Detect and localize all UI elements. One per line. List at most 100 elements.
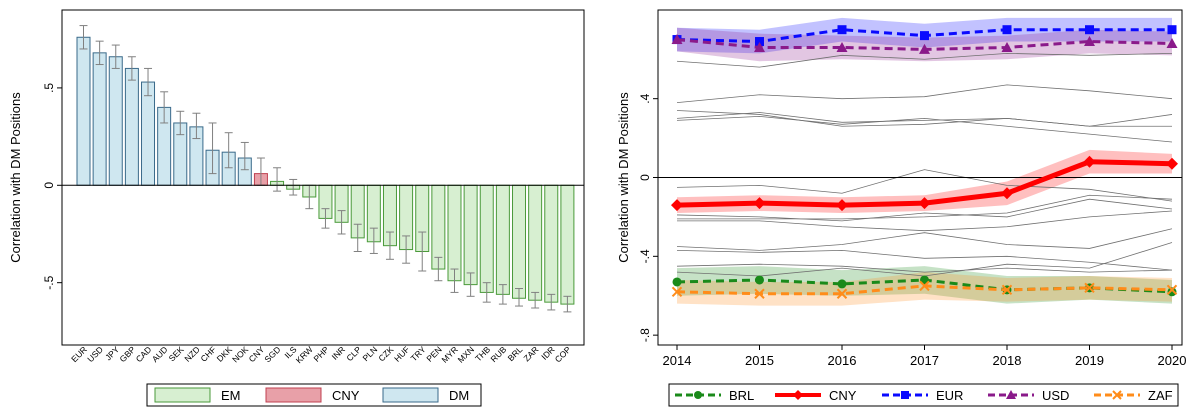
point-cny <box>1166 157 1178 170</box>
point-zaf <box>919 280 930 292</box>
point-zaf <box>1084 282 1095 294</box>
point-brl <box>1167 287 1177 297</box>
line-x-tick-label: 2015 <box>745 353 774 368</box>
bar-zar <box>528 184 543 301</box>
legend-label-dm: DM <box>449 388 469 403</box>
legend-item-usd: USD <box>988 388 1069 403</box>
bar-y-tick-label: .5 <box>42 83 56 93</box>
legend-item-zaf: ZAF <box>1094 388 1173 403</box>
bar-usd <box>92 52 107 186</box>
bar-eur <box>76 36 91 186</box>
point-eur <box>837 25 847 35</box>
legend-swatch-dm <box>382 387 439 403</box>
background-series-line <box>676 263 1173 273</box>
legend-marker-usd <box>1006 390 1016 399</box>
bar-thb <box>479 184 494 293</box>
background-series-line <box>676 52 1173 68</box>
bar-y-axis-label: Correlation with DM Positions <box>8 92 23 263</box>
point-usd <box>836 41 848 52</box>
legend-marker-zaf <box>1112 390 1122 400</box>
background-series-line <box>677 210 1173 232</box>
line-y-tick-label: -.8 <box>638 328 652 342</box>
bar-mxn <box>463 184 478 286</box>
bar-y-tick-label: 0 <box>42 182 56 189</box>
line-x-tick-label: 2019 <box>1075 353 1104 368</box>
legend-marker-cny <box>793 390 803 400</box>
point-eur <box>920 31 929 41</box>
background-series-line <box>676 228 1173 251</box>
point-usd <box>1166 38 1178 48</box>
legend-item-eur: EUR <box>882 388 963 403</box>
line-legend <box>668 383 1179 407</box>
point-zaf <box>1001 284 1013 296</box>
point-cny <box>1083 155 1096 168</box>
line-legend-items: BRL CNY EUR USD ZAF <box>675 388 1173 403</box>
point-usd <box>754 41 765 52</box>
line-y-tick-label: .4 <box>638 93 652 103</box>
background-series-line <box>676 116 1173 143</box>
point-brl <box>837 279 847 289</box>
line-y-tick-label: -.4 <box>638 249 652 263</box>
line-chart-panel: -.8 -.4 0 .4 2014 2015 2016 2017 2018 2019 2020 Co… <box>616 9 1186 407</box>
point-usd <box>1084 36 1095 47</box>
band-zaf <box>677 272 1172 306</box>
point-usd <box>671 34 683 45</box>
bar-y-axis: -.5 0 .5 <box>42 83 62 290</box>
series-zaf <box>671 280 1178 299</box>
point-eur <box>1002 25 1012 35</box>
background-series-line <box>676 112 1173 127</box>
background-series-line <box>677 194 1173 220</box>
point-brl <box>672 277 682 287</box>
legend-marker-brl <box>694 391 702 399</box>
legend-item-brl: BRL <box>675 388 754 403</box>
point-eur <box>755 37 764 47</box>
line-x-tick-label: 2017 <box>910 353 939 368</box>
bar-cad <box>141 81 156 186</box>
point-zaf <box>1166 284 1178 296</box>
series-cny <box>671 155 1178 212</box>
point-zaf <box>754 288 765 299</box>
line-x-tick-label: 2016 <box>828 353 857 368</box>
point-cny <box>1001 187 1013 200</box>
bar-jpy <box>108 56 123 186</box>
line-plot-content <box>658 17 1182 306</box>
line-y-axis-label: Correlation with DM Positions <box>616 92 631 263</box>
point-zaf <box>671 286 683 298</box>
point-cny <box>753 197 766 210</box>
legend-label-brl: BRL <box>729 388 754 403</box>
legend-item-cny: CNY <box>775 388 857 403</box>
point-usd <box>919 43 930 54</box>
point-zaf <box>836 288 848 299</box>
point-cny <box>671 199 683 212</box>
background-series-line <box>676 198 1173 222</box>
legend-marker-eur <box>901 391 909 399</box>
line-x-tick-label: 2014 <box>663 353 692 368</box>
bar-y-tick-label: -.5 <box>42 275 56 289</box>
bar-rub <box>495 184 510 295</box>
line-y-tick-label: 0 <box>638 174 652 181</box>
bar-cop <box>560 184 575 305</box>
bar-pen <box>431 184 446 270</box>
point-eur <box>1167 25 1177 35</box>
bar-idr <box>544 184 559 303</box>
bar-brl <box>512 184 527 299</box>
bar-myr <box>447 184 462 282</box>
series-usd <box>671 34 1178 54</box>
legend-label-em: EM <box>221 388 241 403</box>
point-cny <box>836 199 848 212</box>
bar-legend-items: EM CNY DM <box>154 387 469 403</box>
legend-label-cny: CNY <box>829 388 857 403</box>
legend-label-eur: EUR <box>936 388 963 403</box>
point-usd <box>1001 41 1013 52</box>
point-cny <box>918 197 931 210</box>
point-brl <box>755 275 764 285</box>
line-axes: -.8 -.4 0 .4 2014 2015 2016 2017 2018 2019 2020 <box>638 93 1186 368</box>
line-x-tick-label: 2020 <box>1158 353 1187 368</box>
background-series-line <box>676 169 1173 202</box>
background-series-line <box>676 250 1173 271</box>
bar-chart-panel: -.50.5 Correlation with DM Positions EUR… <box>0 0 593 408</box>
point-eur <box>1085 25 1094 35</box>
legend-label-usd: USD <box>1042 388 1069 403</box>
legend-label-zaf: ZAF <box>1148 388 1173 403</box>
